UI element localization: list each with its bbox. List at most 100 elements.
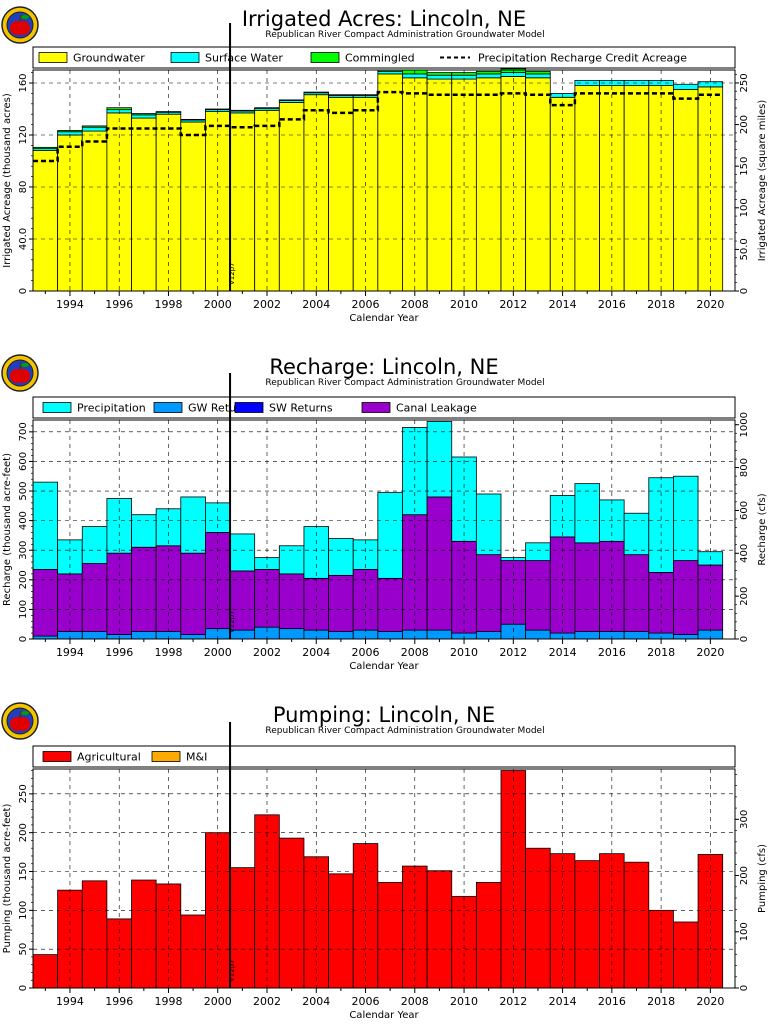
chart-title: Recharge: Lincoln, NE bbox=[269, 355, 498, 379]
bar-agricultural bbox=[574, 860, 600, 989]
legend-label: Precipitation bbox=[77, 402, 146, 415]
legend-label: Canal Leakage bbox=[396, 402, 477, 415]
x-tick-label: 2018 bbox=[647, 646, 675, 659]
y2-axis-title: Pumping (cfs) bbox=[757, 844, 768, 913]
x-tick-label: 2002 bbox=[253, 646, 281, 659]
x-tick-label: 2012 bbox=[499, 646, 527, 659]
y-tick-label: 200 bbox=[18, 570, 29, 589]
model-version-label: V12p7 bbox=[228, 959, 236, 982]
x-tick-label: 1994 bbox=[56, 298, 84, 311]
bar-agricultural bbox=[426, 870, 453, 989]
y2-tick-label: 200 bbox=[739, 866, 750, 885]
bar-canal-leakage bbox=[525, 560, 551, 631]
y2-tick-label: 600 bbox=[739, 501, 750, 520]
bar-gw-returns bbox=[574, 631, 600, 640]
bar-gw-returns bbox=[81, 631, 108, 640]
bar-commingled bbox=[32, 146, 59, 150]
y2-tick-label: 200 bbox=[739, 587, 750, 606]
y-tick-label: 300 bbox=[18, 541, 29, 560]
bar-canal-leakage bbox=[426, 496, 453, 631]
bar-gw-returns bbox=[180, 634, 206, 640]
bar-agricultural bbox=[377, 881, 403, 989]
y-tick-label: 500 bbox=[18, 481, 29, 500]
bar-agricultural bbox=[81, 880, 108, 989]
y-tick-label: 400 bbox=[18, 511, 29, 530]
bar-commingled bbox=[278, 99, 305, 101]
legend-swatch bbox=[234, 402, 264, 413]
bar-precipitation bbox=[131, 514, 157, 548]
y-tick-label: 80 bbox=[18, 181, 29, 194]
bar-groundwater bbox=[673, 89, 699, 292]
x-tick-label: 2002 bbox=[253, 298, 281, 311]
y2-tick-label: 250 bbox=[739, 73, 750, 92]
y2-tick-label: 0 bbox=[739, 636, 750, 642]
bar-gw-returns bbox=[131, 631, 157, 640]
bar-commingled bbox=[328, 94, 354, 96]
bar-agricultural bbox=[32, 954, 59, 989]
bar-commingled bbox=[57, 130, 83, 133]
y-tick-label: 150 bbox=[18, 862, 29, 881]
bar-groundwater bbox=[180, 121, 206, 292]
line-precip-credit bbox=[33, 90, 723, 163]
y2-tick-label: 50.0 bbox=[739, 238, 750, 260]
x-tick-label: 2004 bbox=[302, 298, 330, 311]
bar-canal-leakage bbox=[180, 552, 206, 635]
legend-label: M&I bbox=[186, 751, 207, 764]
bar-commingled bbox=[131, 113, 157, 116]
bar-canal-leakage bbox=[328, 574, 354, 633]
legend-label: Agricultural bbox=[77, 751, 141, 764]
bar-groundwater bbox=[426, 78, 453, 292]
y2-tick-label: 1000 bbox=[739, 412, 750, 437]
bar-commingled bbox=[475, 70, 502, 75]
apple-right bbox=[16, 21, 30, 35]
apple-leaf bbox=[21, 363, 29, 367]
bar-agricultural bbox=[623, 861, 650, 989]
bar-agricultural bbox=[475, 881, 502, 989]
bar-groundwater bbox=[32, 150, 59, 292]
legend-label: Surface Water bbox=[205, 52, 283, 65]
bar-gw-returns bbox=[475, 631, 502, 640]
legend-swatch bbox=[38, 52, 68, 63]
x-tick-label: 1994 bbox=[56, 995, 84, 1008]
plot-frame bbox=[32, 69, 736, 292]
y-tick-label: 40.0 bbox=[18, 228, 29, 250]
bar-precipitation bbox=[377, 492, 403, 579]
x-axis-title: Calendar Year bbox=[349, 313, 419, 324]
x-tick-label: 2010 bbox=[450, 995, 478, 1008]
y-axis-title: Pumping (thousand acre-feet) bbox=[2, 804, 13, 954]
apple-leaf bbox=[21, 15, 29, 19]
bar-groundwater bbox=[697, 86, 724, 292]
bar-surface-water bbox=[426, 74, 453, 80]
x-axis-title: Calendar Year bbox=[349, 1010, 419, 1021]
x-tick-label: 2016 bbox=[598, 995, 626, 1008]
bar-commingled bbox=[180, 119, 206, 121]
x-tick-label: 2016 bbox=[598, 646, 626, 659]
legend-swatch bbox=[42, 751, 72, 762]
bar-precipitation bbox=[673, 475, 699, 561]
bar-gw-returns bbox=[673, 634, 699, 640]
x-axis-title: Calendar Year bbox=[349, 661, 419, 672]
legend-label: Groundwater bbox=[73, 52, 145, 65]
apple-stem bbox=[19, 710, 22, 718]
y-tick-label: 0 bbox=[18, 288, 29, 294]
y2-tick-label: 400 bbox=[739, 544, 750, 563]
bar-surface-water bbox=[525, 73, 551, 79]
bar-precipitation bbox=[426, 421, 453, 498]
bar-agricultural bbox=[278, 837, 305, 989]
y-tick-label: 160 bbox=[18, 73, 29, 92]
model-version-label: V12p7 bbox=[228, 262, 236, 285]
bar-groundwater bbox=[278, 102, 305, 292]
y-tick-label: 50 bbox=[18, 943, 29, 956]
bar-agricultural bbox=[328, 873, 354, 989]
x-tick-label: 1998 bbox=[154, 646, 182, 659]
apple-right bbox=[16, 717, 30, 731]
bar-gw-returns bbox=[623, 631, 650, 640]
bar-canal-leakage bbox=[81, 563, 108, 633]
bar-commingled bbox=[106, 107, 132, 111]
x-tick-label: 2004 bbox=[302, 995, 330, 1008]
bar-gw-returns bbox=[525, 629, 551, 640]
bar-precipitation bbox=[574, 483, 600, 544]
bar-surface-water bbox=[402, 73, 428, 79]
x-tick-label: 1998 bbox=[154, 995, 182, 1008]
